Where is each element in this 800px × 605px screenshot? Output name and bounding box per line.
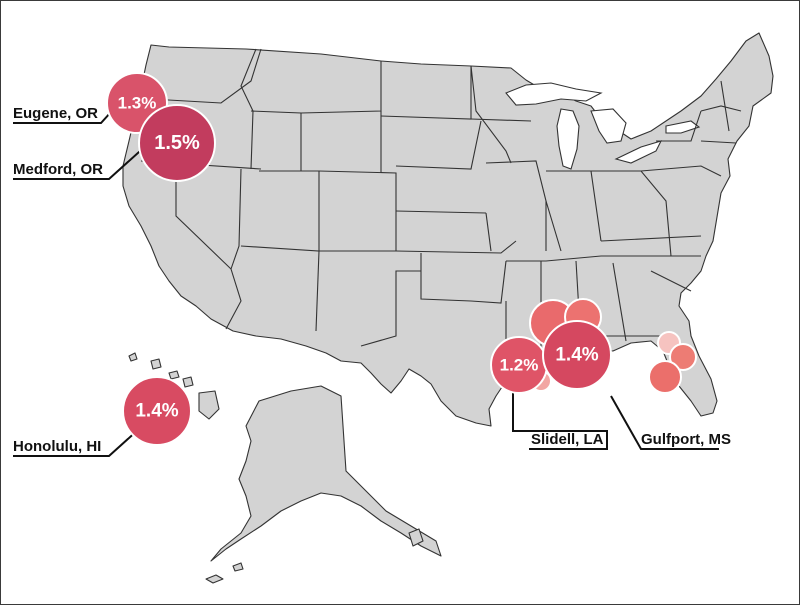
hawaii-islands	[128, 352, 220, 420]
marker-bubble	[138, 104, 216, 182]
marker-bubble	[648, 360, 682, 394]
city-label-honolulu: Honolulu, HI	[13, 438, 101, 455]
alaska-island	[408, 528, 424, 547]
lake-michigan	[556, 108, 580, 170]
city-label-medford: Medford, OR	[13, 161, 103, 178]
marker-value: 1.2%	[500, 356, 539, 375]
alaska-island	[232, 562, 244, 572]
city-label-slidell: Slidell, LA	[531, 431, 604, 448]
marker-bubble	[122, 376, 192, 446]
lake-superior	[505, 82, 603, 106]
marker-bubble	[542, 320, 612, 390]
marker-value: 1.5%	[154, 132, 200, 154]
lake-erie	[614, 140, 663, 164]
city-label-eugene: Eugene, OR	[13, 105, 98, 122]
marker-value: 1.4%	[135, 401, 178, 422]
marker-honolulu: 1.4%	[122, 376, 192, 446]
unlabeled-markers	[529, 298, 697, 394]
leader-lines	[13, 100, 719, 457]
marker-value: 1.4%	[555, 345, 598, 366]
marker-value: 1.3%	[118, 94, 157, 113]
lake-huron	[590, 108, 627, 144]
lake-ontario	[665, 120, 701, 134]
city-label-gulfport: Gulfport, MS	[641, 431, 731, 448]
marker-medford: 1.5%	[138, 104, 216, 182]
marker-bubble	[669, 343, 697, 371]
marker-gulfport: 1.4%	[542, 320, 612, 390]
state-borders	[140, 48, 742, 351]
marker-slidell: 1.2%	[490, 336, 548, 394]
alaska-island	[205, 574, 224, 584]
alaska-landmass	[210, 385, 442, 562]
